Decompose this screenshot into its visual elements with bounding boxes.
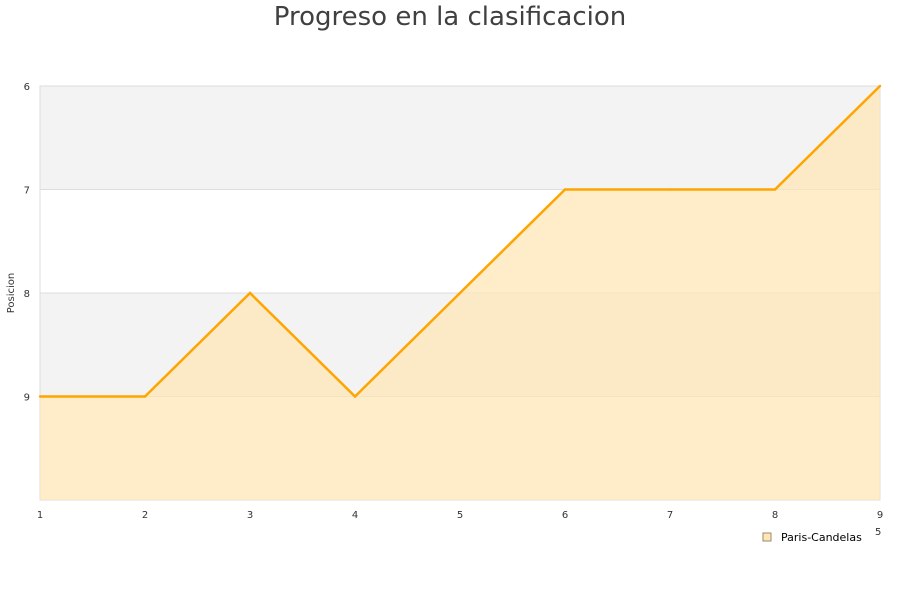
- data-point: [773, 188, 777, 191]
- y-tick-label: 9: [24, 393, 30, 404]
- y-tick-label: 7: [24, 186, 30, 197]
- x-ticks: 1 2 3 4 5 6 7 8 9: [37, 510, 883, 521]
- data-point: [143, 395, 147, 398]
- y-tick-label: 6: [24, 82, 30, 93]
- data-point: [38, 395, 42, 398]
- grid-band: [40, 86, 880, 190]
- legend-label: Paris-Candelas: [781, 531, 862, 544]
- x-tick-label: 8: [772, 510, 778, 521]
- x-tick-label: 5: [457, 510, 463, 521]
- x-tick-label: 6: [562, 510, 568, 521]
- data-point: [458, 291, 462, 295]
- x-tick-label: 1: [37, 510, 43, 521]
- x-tick-label: 3: [247, 510, 253, 521]
- y-axis-label: Posicion: [6, 273, 17, 314]
- chart-title: Progreso en la clasificacion: [274, 2, 626, 32]
- x-tick-label: 2: [142, 510, 148, 521]
- y-ticks: 6 7 8 9: [24, 82, 30, 404]
- x-tick-label: 4: [352, 510, 358, 521]
- x-tick-label: 9: [877, 510, 883, 521]
- data-point: [878, 84, 882, 88]
- data-point: [353, 395, 357, 398]
- x-tick-label: 7: [667, 510, 673, 521]
- data-point: [563, 188, 567, 191]
- legend-swatch: [762, 532, 772, 542]
- data-point: [668, 188, 672, 191]
- legend: Paris-Candelas: [762, 531, 862, 544]
- series-area: [38, 84, 882, 500]
- x-axis-label: 5: [875, 527, 881, 538]
- y-tick-label: 8: [24, 289, 30, 300]
- data-point: [248, 291, 252, 295]
